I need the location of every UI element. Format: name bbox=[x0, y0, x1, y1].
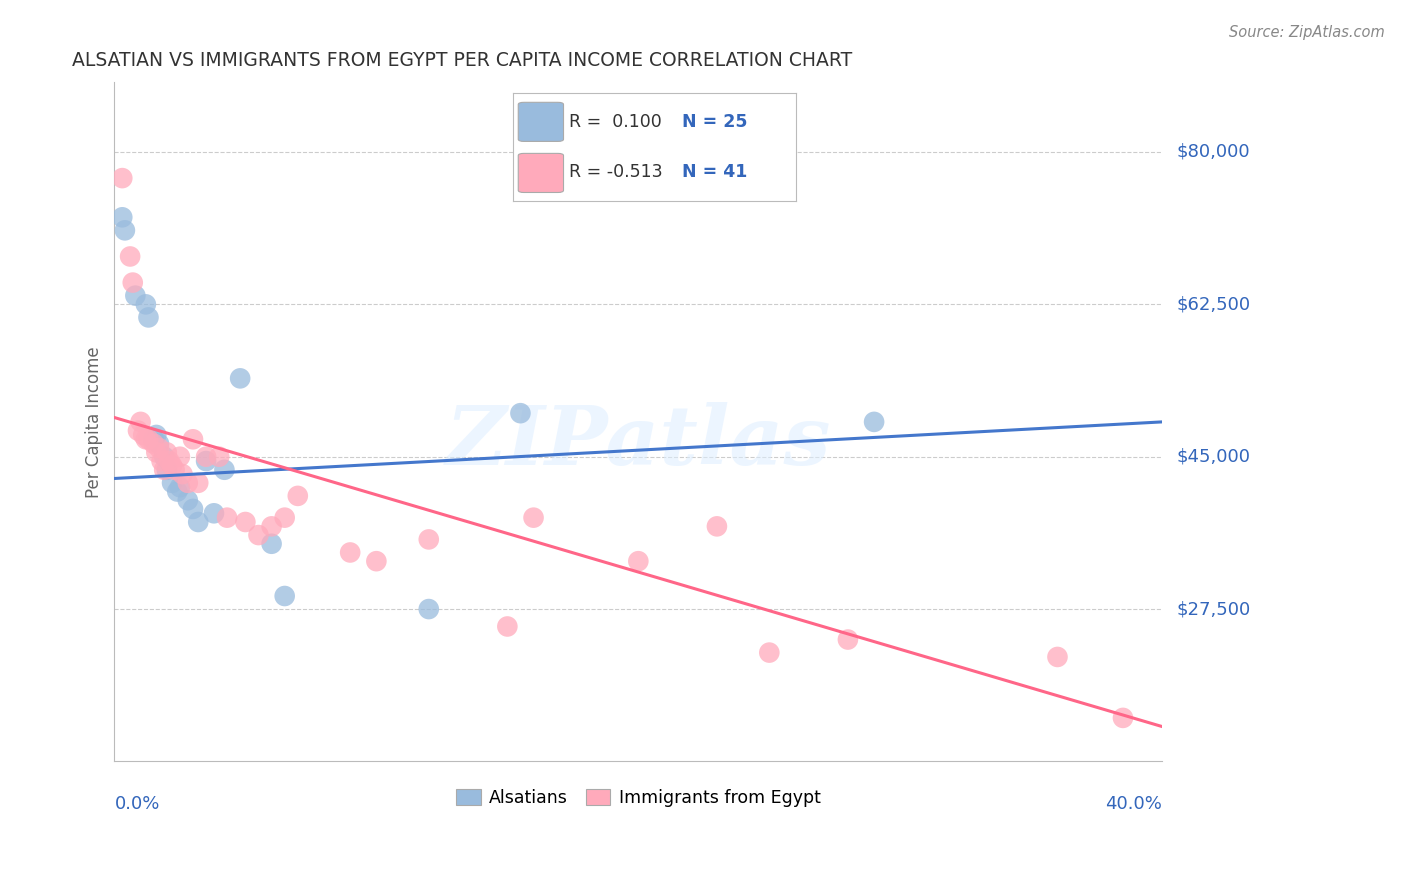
Point bbox=[496, 619, 519, 633]
Point bbox=[247, 528, 270, 542]
Point bbox=[1046, 649, 1069, 664]
Point bbox=[187, 515, 209, 529]
Point bbox=[153, 450, 176, 464]
Point bbox=[129, 415, 152, 429]
Point bbox=[366, 554, 388, 568]
Point bbox=[172, 467, 194, 482]
Point bbox=[142, 432, 165, 446]
Point bbox=[166, 484, 188, 499]
Point bbox=[215, 510, 238, 524]
Y-axis label: Per Capita Income: Per Capita Income bbox=[86, 346, 103, 498]
Point bbox=[214, 463, 236, 477]
Point bbox=[114, 223, 136, 237]
Point bbox=[235, 515, 257, 529]
Point bbox=[195, 454, 218, 468]
Point bbox=[124, 288, 146, 302]
Point bbox=[148, 436, 170, 450]
Point bbox=[706, 519, 728, 533]
Point bbox=[132, 428, 155, 442]
Text: Source: ZipAtlas.com: Source: ZipAtlas.com bbox=[1229, 25, 1385, 40]
Point bbox=[148, 441, 170, 455]
Point bbox=[135, 432, 157, 446]
Text: $45,000: $45,000 bbox=[1177, 448, 1250, 466]
Point bbox=[287, 489, 309, 503]
Text: ALSATIAN VS IMMIGRANTS FROM EGYPT PER CAPITA INCOME CORRELATION CHART: ALSATIAN VS IMMIGRANTS FROM EGYPT PER CA… bbox=[73, 51, 853, 70]
Point bbox=[156, 445, 179, 459]
Point bbox=[150, 454, 173, 468]
Point bbox=[121, 276, 143, 290]
Point bbox=[160, 475, 183, 490]
Point bbox=[181, 432, 204, 446]
Point bbox=[177, 475, 200, 490]
Legend: Alsatians, Immigrants from Egypt: Alsatians, Immigrants from Egypt bbox=[450, 781, 827, 814]
Point bbox=[195, 450, 218, 464]
Point bbox=[509, 406, 531, 420]
Point bbox=[169, 450, 191, 464]
Point bbox=[260, 537, 283, 551]
Point bbox=[1112, 711, 1135, 725]
Point bbox=[273, 589, 295, 603]
Point bbox=[160, 458, 183, 473]
Point bbox=[169, 480, 191, 494]
Text: $62,500: $62,500 bbox=[1177, 295, 1250, 313]
Point bbox=[138, 432, 160, 446]
Text: $80,000: $80,000 bbox=[1177, 143, 1250, 161]
Point bbox=[145, 428, 167, 442]
Point bbox=[187, 475, 209, 490]
Point bbox=[522, 510, 544, 524]
Point bbox=[273, 510, 295, 524]
Point bbox=[627, 554, 650, 568]
Point bbox=[229, 371, 252, 385]
Text: 40.0%: 40.0% bbox=[1105, 796, 1163, 814]
Point bbox=[111, 171, 134, 186]
Point bbox=[127, 424, 149, 438]
Text: ZIPatlas: ZIPatlas bbox=[446, 402, 831, 483]
Point bbox=[159, 454, 181, 468]
Point bbox=[208, 450, 231, 464]
Point bbox=[837, 632, 859, 647]
Point bbox=[418, 533, 440, 547]
Point bbox=[142, 436, 165, 450]
Point bbox=[163, 463, 186, 477]
Point bbox=[863, 415, 886, 429]
Point bbox=[181, 502, 204, 516]
Point bbox=[339, 545, 361, 559]
Point bbox=[177, 493, 200, 508]
Point bbox=[135, 297, 157, 311]
Point bbox=[156, 463, 179, 477]
Point bbox=[120, 250, 142, 264]
Point bbox=[145, 445, 167, 459]
Text: 0.0%: 0.0% bbox=[114, 796, 160, 814]
Point bbox=[418, 602, 440, 616]
Point bbox=[260, 519, 283, 533]
Text: $27,500: $27,500 bbox=[1177, 600, 1250, 618]
Point bbox=[153, 463, 176, 477]
Point bbox=[138, 310, 160, 325]
Point bbox=[758, 646, 780, 660]
Point bbox=[111, 211, 134, 225]
Point bbox=[202, 506, 225, 520]
